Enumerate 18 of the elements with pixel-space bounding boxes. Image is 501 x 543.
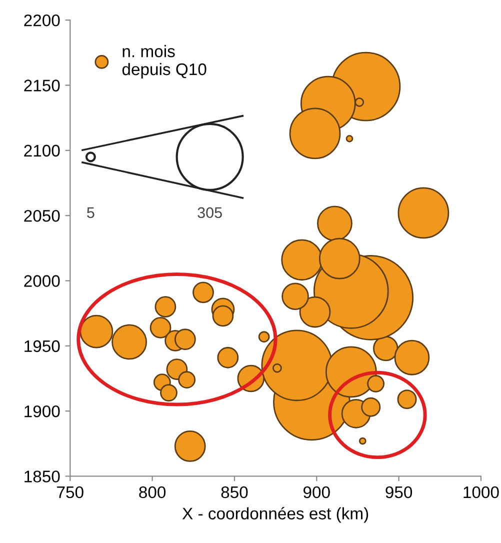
- x-axis-title: X - coordonnées est (km): [182, 507, 368, 523]
- legend-label: 5: [87, 207, 94, 218]
- y-tick-label: 2050: [24, 210, 60, 222]
- y-tick-label: 2150: [24, 80, 60, 92]
- x-tick-label: 800: [139, 486, 166, 498]
- x-tick-label: 900: [304, 486, 330, 498]
- y-tick-label: 2200: [24, 14, 60, 26]
- x-tick-label: 850: [221, 486, 248, 498]
- y-tick-label: 1900: [24, 405, 60, 418]
- x-tick-label: 1000: [464, 486, 499, 498]
- y-tick-label: 1950: [24, 340, 60, 352]
- y-tick-label: 1850: [24, 470, 60, 482]
- legend-label: 305: [198, 207, 222, 218]
- x-tick-label: 750: [57, 486, 84, 498]
- y-tick-label: 2000: [24, 275, 60, 287]
- x-tick-label: 950: [386, 486, 412, 498]
- y-tick-label: 2100: [24, 144, 60, 157]
- legend-label: n. mois depuis Q10: [122, 45, 206, 78]
